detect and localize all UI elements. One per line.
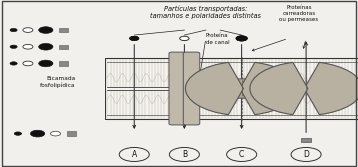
Text: A: A <box>132 150 137 159</box>
Text: D: D <box>303 150 309 159</box>
Circle shape <box>23 61 33 66</box>
Circle shape <box>39 43 53 50</box>
Circle shape <box>10 62 17 65</box>
Circle shape <box>50 131 61 136</box>
Circle shape <box>10 45 17 48</box>
Circle shape <box>14 132 21 135</box>
Bar <box>59 28 68 32</box>
Text: C: C <box>239 150 244 159</box>
Wedge shape <box>204 83 280 98</box>
Circle shape <box>180 36 189 41</box>
Circle shape <box>39 60 53 67</box>
Wedge shape <box>240 62 298 115</box>
Circle shape <box>10 28 17 32</box>
Text: B: B <box>182 150 187 159</box>
FancyBboxPatch shape <box>169 52 185 125</box>
Wedge shape <box>304 62 358 115</box>
Circle shape <box>30 130 45 137</box>
Text: Bicamada
fosfolipídica: Bicamada fosfolipídica <box>40 76 75 88</box>
Bar <box>67 131 76 136</box>
Circle shape <box>39 27 53 33</box>
Bar <box>301 138 311 142</box>
Bar <box>59 61 68 66</box>
FancyBboxPatch shape <box>183 52 200 125</box>
Text: Proteínas
carreadoras
ou permeases: Proteínas carreadoras ou permeases <box>279 5 319 22</box>
Circle shape <box>23 28 33 32</box>
Wedge shape <box>204 79 280 94</box>
Bar <box>107 58 358 119</box>
Bar <box>59 45 68 49</box>
Circle shape <box>23 44 33 49</box>
Text: Partículas transportadas:
tamanhos e polaridades distintas: Partículas transportadas: tamanhos e pol… <box>150 5 261 19</box>
Wedge shape <box>250 62 308 115</box>
Wedge shape <box>185 62 243 115</box>
Circle shape <box>236 36 247 41</box>
Text: Proteína
de canal: Proteína de canal <box>206 33 229 45</box>
Circle shape <box>236 36 247 41</box>
Circle shape <box>130 36 139 41</box>
Circle shape <box>130 36 139 41</box>
